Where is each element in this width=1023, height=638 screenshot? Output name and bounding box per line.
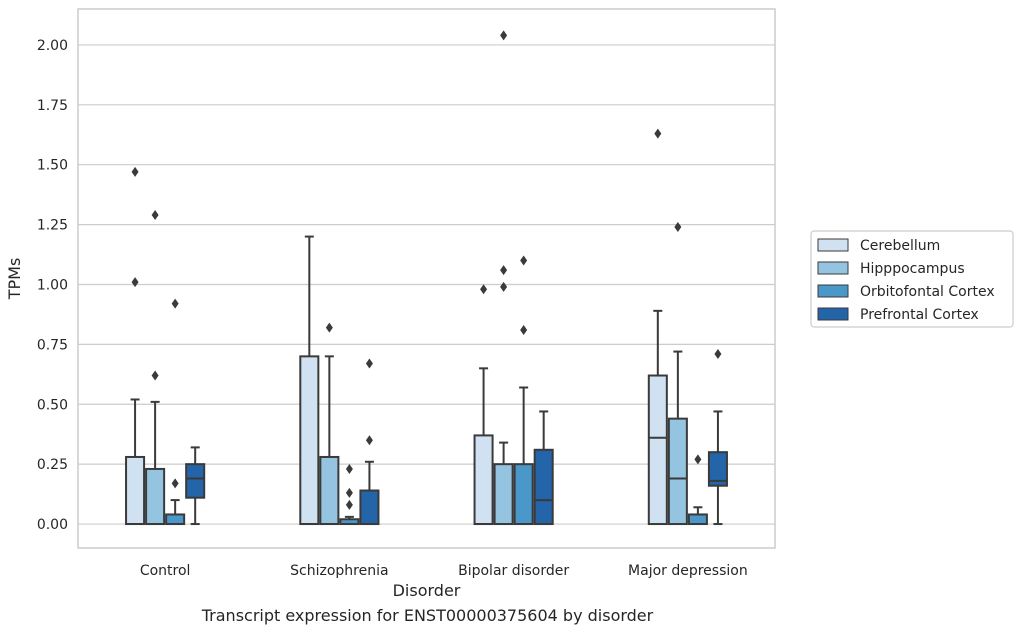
- box-prefrontal-cortex: [533, 410, 554, 526]
- box-hipppocampus: [667, 221, 688, 526]
- y-axis-label: TPMs: [5, 258, 24, 301]
- legend-frame: [810, 230, 1014, 328]
- outlier-point: [171, 478, 179, 489]
- y-tick-label: 0.75: [37, 337, 68, 353]
- outlier-point: [345, 487, 353, 498]
- legend-swatch: [817, 284, 849, 298]
- legend-label: Prefrontal Cortex: [860, 307, 979, 323]
- legend-label: Hipppocampus: [860, 261, 965, 277]
- y-tick-label: 0.25: [37, 457, 68, 473]
- outlier-point: [520, 255, 528, 266]
- outlier-point: [694, 454, 702, 465]
- outlier-point: [500, 281, 508, 292]
- legend: Cerebellum Hipppocampus Orbitofontal Corte…: [810, 230, 1014, 328]
- y-tick-label: 1.75: [37, 98, 68, 114]
- box-orbitofontal-cortex: [165, 298, 186, 526]
- box-iqr: [319, 455, 340, 526]
- outlier-point: [345, 463, 353, 474]
- outlier-point: [151, 210, 159, 221]
- legend-label: Cerebellum: [860, 238, 940, 254]
- box-cerebellum: [299, 235, 320, 526]
- box-cerebellum: [125, 166, 146, 526]
- outlier-point: [151, 370, 159, 381]
- box-orbitofontal-cortex: [339, 463, 360, 526]
- outlier-point: [345, 499, 353, 510]
- legend-swatch: [817, 307, 849, 321]
- box-cerebellum: [647, 128, 668, 526]
- figure-caption: Transcript expression for ENST0000037560…: [201, 606, 654, 625]
- box-orbitofontal-cortex: [513, 255, 534, 526]
- outlier-point: [131, 277, 139, 288]
- box-layer: [125, 30, 728, 526]
- outlier-point: [500, 265, 508, 276]
- box-cerebellum: [473, 284, 494, 526]
- y-tick-labels: 0.00 0.25 0.50 0.75 1.00 1.25 1.50 1.75 2.00: [37, 38, 68, 533]
- box-iqr: [667, 417, 688, 526]
- x-axis-label: Disorder: [393, 581, 461, 600]
- legend-swatch: [817, 238, 849, 252]
- box-iqr: [125, 455, 146, 526]
- outlier-point: [674, 221, 682, 232]
- outlier-point: [365, 435, 373, 446]
- y-tick-label: 0.00: [37, 517, 68, 533]
- x-tick-label: Bipolar disorder: [458, 563, 569, 579]
- outlier-point: [500, 30, 508, 41]
- y-tick-label: 1.25: [37, 218, 68, 234]
- outlier-point: [654, 128, 662, 139]
- box-prefrontal-cortex: [707, 348, 728, 526]
- box-iqr: [707, 451, 728, 487]
- x-tick-label: Major depression: [628, 563, 748, 579]
- y-tick-label: 1.00: [37, 277, 68, 293]
- box-iqr: [185, 463, 206, 499]
- x-tick-labels: Control Schizophrenia Bipolar disorder Majo…: [140, 563, 748, 579]
- outlier-point: [520, 325, 528, 336]
- legend-label: Orbitofontal Cortex: [860, 284, 995, 300]
- box-prefrontal-cortex: [359, 358, 380, 526]
- y-tick-label: 1.50: [37, 158, 68, 174]
- outlier-point: [365, 358, 373, 369]
- box-iqr: [687, 513, 708, 526]
- box-iqr: [647, 374, 668, 526]
- box-iqr: [493, 463, 514, 526]
- outlier-point: [171, 298, 179, 309]
- plot-frame: [77, 8, 776, 549]
- outlier-point: [325, 322, 333, 333]
- y-tick-label: 0.50: [37, 397, 68, 413]
- outlier-point: [714, 348, 722, 359]
- box-iqr: [359, 489, 380, 526]
- outlier-point: [131, 166, 139, 177]
- x-tick-label: Schizophrenia: [290, 563, 388, 579]
- outlier-point: [480, 284, 488, 295]
- box-iqr: [165, 513, 186, 526]
- y-tick-label: 2.00: [37, 38, 68, 54]
- box-hipppocampus: [145, 210, 166, 526]
- box-hipppocampus: [319, 322, 340, 526]
- box-iqr: [513, 463, 534, 526]
- box-orbitofontal-cortex: [687, 454, 708, 526]
- box-iqr: [145, 467, 166, 526]
- box-iqr: [473, 434, 494, 526]
- box-iqr: [299, 355, 320, 526]
- x-tick-label: Control: [140, 563, 191, 579]
- box-iqr: [533, 448, 554, 526]
- legend-swatch: [817, 261, 849, 275]
- box-prefrontal-cortex: [185, 446, 206, 526]
- box-hipppocampus: [493, 30, 514, 526]
